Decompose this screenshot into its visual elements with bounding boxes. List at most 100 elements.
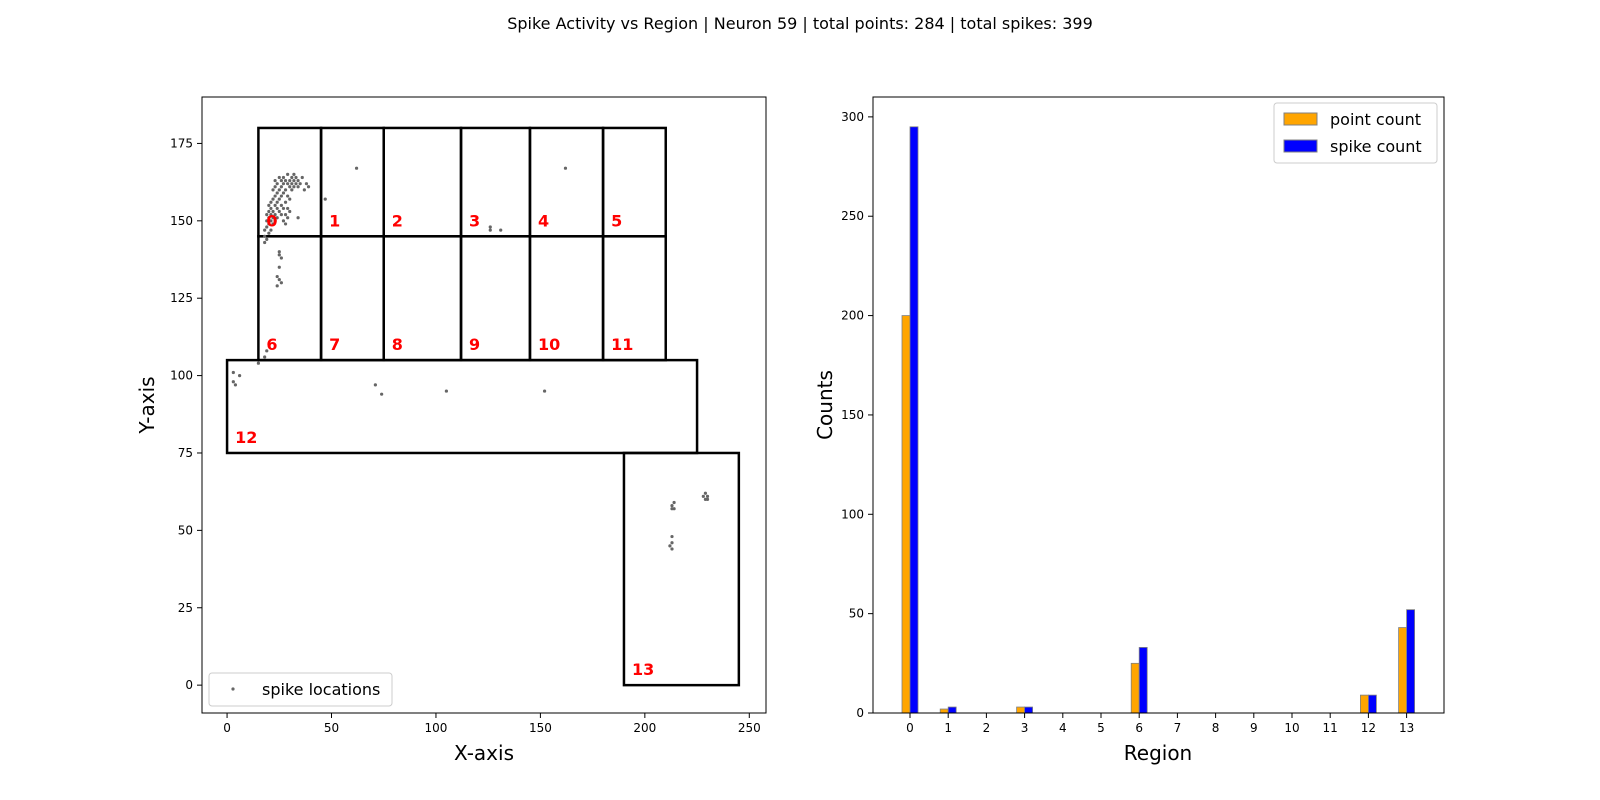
bar-y-tick-label: 150 [841, 408, 864, 422]
spike-point [277, 250, 281, 254]
spike-point [296, 178, 300, 183]
region-label-6: 6 [266, 335, 277, 354]
spike-point [281, 175, 286, 180]
spike-point [300, 175, 304, 180]
spike-points [231, 166, 710, 551]
spike-point [373, 383, 377, 387]
bar-x-tick-label: 4 [1059, 721, 1067, 735]
spike-point [283, 178, 288, 183]
point-count-bar-1 [939, 708, 949, 714]
spike-point [267, 203, 271, 207]
bar-x-tick-label: 2 [983, 721, 991, 735]
scatter-x-tick-label: 50 [324, 721, 339, 735]
spike-point [265, 225, 269, 229]
spike-point [273, 219, 277, 223]
scatter-x-axis-label: X-axis [454, 741, 514, 765]
spike-point [288, 197, 292, 201]
spike-point [271, 197, 275, 201]
bar-legend: point count spike count [1273, 102, 1438, 164]
spike-point [670, 541, 674, 545]
region-label-2: 2 [392, 211, 403, 230]
spike-point [290, 188, 294, 192]
bar-y-tick-label: 300 [841, 110, 864, 124]
scatter-y-tick-label: 50 [178, 523, 193, 537]
spike-point [290, 182, 294, 186]
spike-point [488, 228, 492, 232]
bar-x-tick-label: 10 [1284, 721, 1299, 735]
spike-point [380, 392, 384, 396]
spike-point [267, 222, 271, 226]
spike-point [277, 188, 281, 192]
spike-point [275, 274, 279, 279]
spike-point [294, 182, 298, 186]
spike-point [286, 182, 290, 186]
spike-point [286, 172, 290, 176]
spike-point [269, 228, 273, 232]
spike-point [288, 185, 292, 189]
spike-point [542, 389, 547, 393]
spike-point [306, 185, 311, 189]
spike-point [267, 216, 271, 220]
spike-count-bar-0 [909, 126, 919, 714]
spike-point [279, 281, 283, 285]
spike-point [488, 225, 492, 229]
region-label-4: 4 [538, 211, 549, 230]
spike-point [238, 373, 242, 378]
spike-point [288, 178, 292, 183]
bar-plot-area [873, 97, 1444, 713]
spike-point [271, 222, 275, 226]
spike-point [292, 172, 296, 176]
bar-y-ticks: 0 50 100 150 200 250 300 [841, 110, 873, 720]
point-count-bar-3 [1016, 706, 1025, 714]
spike-point [263, 355, 267, 359]
spike-point [277, 175, 281, 180]
spike-point [701, 494, 705, 498]
point-count-bar-6 [1130, 662, 1140, 714]
spike-point [271, 209, 275, 214]
spike-point [275, 182, 279, 186]
bar-y-tick-label: 50 [849, 607, 864, 621]
spike-point [283, 222, 288, 226]
legend-label-point-count: point count [1330, 110, 1421, 129]
region-box-13 [622, 451, 741, 687]
spike-point [296, 216, 300, 220]
spike-count-bar-13 [1406, 609, 1415, 714]
spike-point [279, 256, 283, 260]
scatter-x-tick-label: 250 [738, 721, 761, 735]
spike-point [286, 216, 290, 220]
region-label-13: 13 [632, 660, 654, 679]
figure-title: Spike Activity vs Region | Neuron 59 | t… [507, 14, 1093, 33]
region-label-9: 9 [469, 335, 480, 354]
scatter-y-tick-label: 100 [170, 369, 193, 383]
bar-y-tick-label: 200 [841, 309, 864, 323]
spike-point [277, 253, 281, 257]
spike-point [263, 234, 267, 238]
spike-point [670, 547, 674, 551]
bar-x-tick-label: 3 [1021, 721, 1029, 735]
scatter-y-tick-label: 175 [170, 136, 193, 150]
spike-point [269, 219, 273, 223]
spike-point [294, 175, 298, 180]
bar-x-axis-label: Region [1124, 741, 1192, 765]
spike-point [273, 178, 277, 183]
bar-y-tick-label: 100 [841, 507, 864, 521]
legend-swatch-spike-count [1283, 139, 1318, 153]
spike-point [288, 209, 292, 214]
spike-point [302, 188, 306, 192]
scatter-legend-marker [231, 687, 235, 691]
bar-x-tick-label: 9 [1250, 721, 1258, 735]
bar-x-tick-label: 1 [944, 721, 952, 735]
spike-point [275, 284, 279, 288]
spike-point [283, 200, 288, 204]
spike-point [273, 203, 277, 207]
region-boxes [225, 126, 741, 687]
legend-swatch-point-count [1283, 112, 1318, 126]
spike-point [231, 380, 235, 384]
spike-point [273, 185, 277, 189]
region-label-10: 10 [538, 335, 560, 354]
spike-point [444, 389, 448, 393]
region-label-11: 11 [611, 335, 633, 354]
